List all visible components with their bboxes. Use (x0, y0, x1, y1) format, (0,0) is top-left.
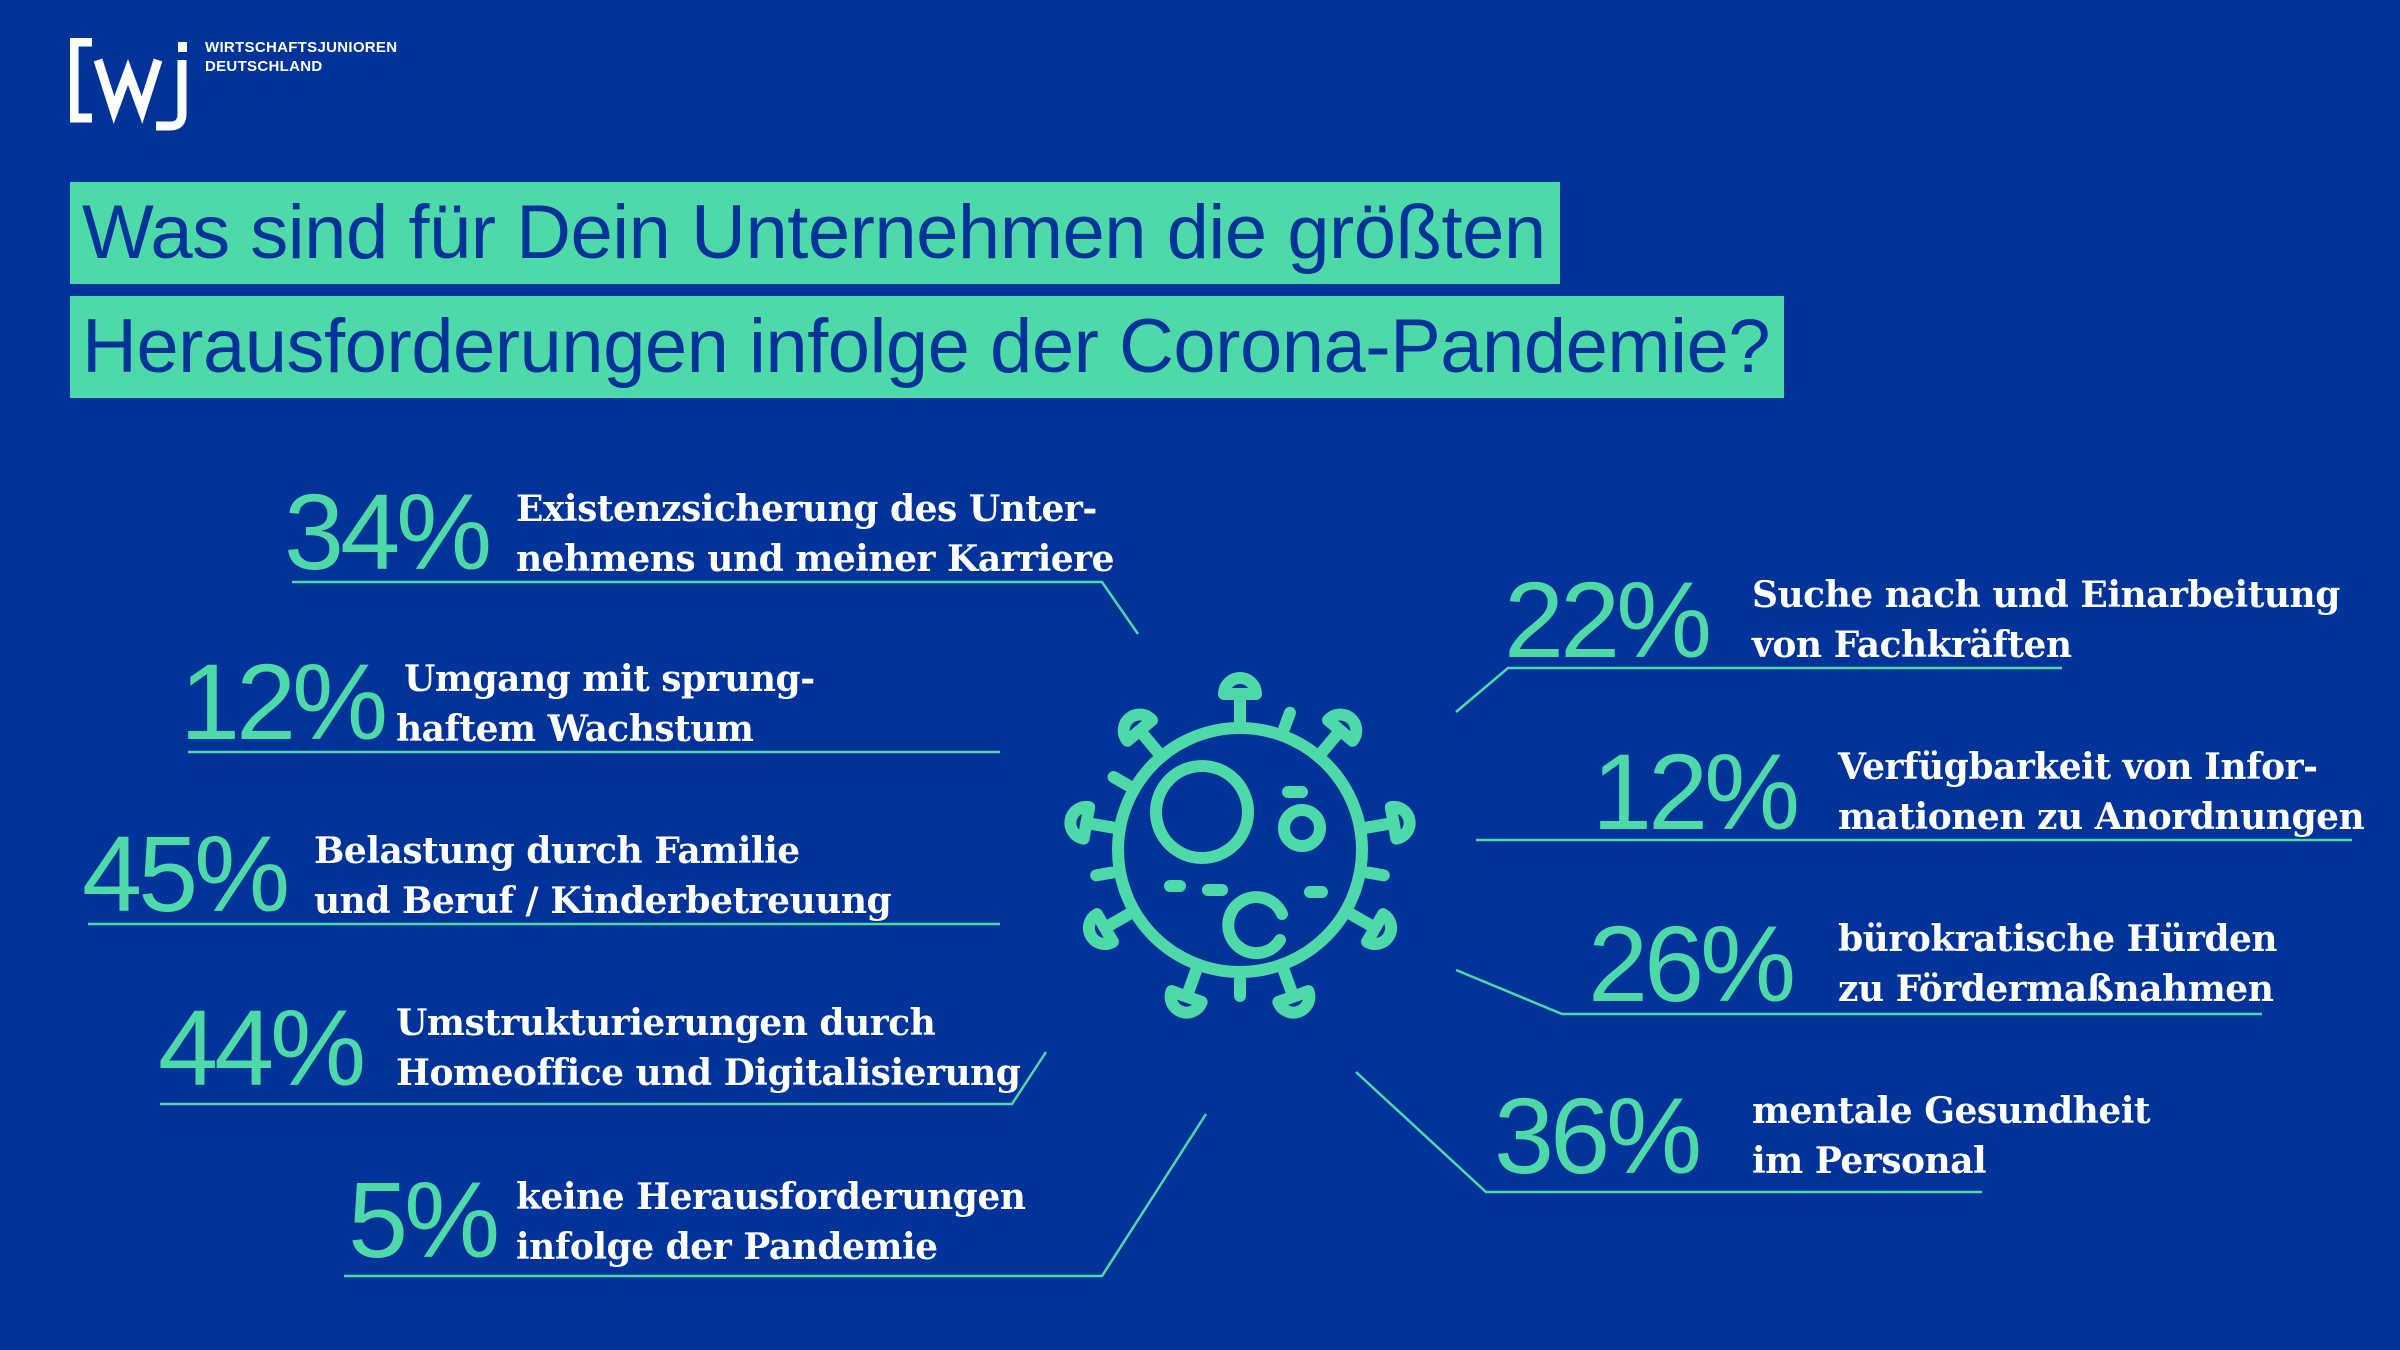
label-item-1-line-1: Existenzsicherung des Unter- (516, 488, 1097, 530)
pct-item-7: 12% (1592, 731, 1800, 852)
label-item-7-line-2: mationen zu Anordnungen (1838, 796, 2365, 838)
pct-item-2: 12% (180, 641, 388, 762)
pct-item-3: 45% (82, 813, 290, 934)
line-item-9 (1355, 1071, 1982, 1194)
label-item-1-line-2: nehmens und meiner Karriere (516, 538, 1115, 580)
logo-text: WIRTSCHAFTSJUNIOREN DEUTSCHLAND (205, 38, 397, 76)
label-item-2-line-1: Umgang mit sprung- (404, 658, 815, 700)
label-item-4-line-2: Homeoffice und Digitalisierung (396, 1052, 1021, 1094)
pct-item-6: 22% (1504, 559, 1712, 680)
label-item-8: bürokratische Hürden zu Fördermaßnahmen (1838, 914, 2278, 1014)
label-item-7: Verfügbarkeit von Infor- mationen zu Ano… (1838, 742, 2365, 842)
pct-item-4: 44% (158, 987, 366, 1108)
label-item-7-line-1: Verfügbarkeit von Infor- (1838, 746, 2318, 788)
pct-item-9: 36% (1494, 1075, 1702, 1196)
label-item-9-line-1: mentale Gesundheit (1752, 1090, 2151, 1132)
label-item-6: Suche nach und Einarbeitung von Fachkräf… (1752, 570, 2340, 670)
logo-line-2: DEUTSCHLAND (205, 58, 323, 75)
line-item-1 (292, 580, 1140, 635)
title-line-1: Was sind für Dein Unternehmen die größte… (70, 182, 1560, 284)
label-item-2-line-2: haftem Wachstum (396, 708, 754, 750)
label-item-8-line-2: zu Fördermaßnahmen (1838, 968, 2274, 1010)
coronavirus-icon (1064, 672, 1416, 1019)
label-item-8-line-1: bürokratische Hürden (1838, 918, 2278, 960)
label-item-1: Existenzsicherung des Unter- nehmens und… (516, 484, 1115, 584)
label-item-4: Umstrukturierungen durch Homeoffice und … (396, 998, 1021, 1098)
pct-item-8: 26% (1588, 903, 1796, 1024)
label-item-4-line-1: Umstrukturierungen durch (396, 1002, 936, 1044)
label-item-9: mentale Gesundheit im Personal (1752, 1086, 2151, 1186)
label-item-5: keine Herausforderungen infolge der Pand… (516, 1172, 1026, 1272)
label-item-5-line-2: infolge der Pandemie (516, 1226, 938, 1268)
title-line-2: Herausforderungen infolge der Corona-Pan… (70, 296, 1785, 398)
logo-line-1: WIRTSCHAFTSJUNIOREN (205, 39, 398, 56)
pct-item-5: 5% (348, 1159, 500, 1280)
wj-logo (70, 38, 187, 131)
line-item-5 (344, 1113, 1208, 1278)
label-item-6-line-1: Suche nach und Einarbeitung (1752, 574, 2340, 616)
line-item-4 (160, 1051, 1048, 1106)
line-item-6 (1455, 666, 2062, 713)
label-item-3-line-1: Belastung durch Familie (314, 830, 800, 872)
line-item-8 (1455, 968, 2262, 1016)
label-item-5-line-1: keine Herausforderungen (516, 1176, 1026, 1218)
pct-item-1: 34% (284, 471, 492, 592)
label-item-3: Belastung durch Familie und Beruf / Kind… (314, 826, 892, 926)
label-item-6-line-2: von Fachkräften (1752, 624, 2072, 666)
label-item-9-line-2: im Personal (1752, 1140, 1987, 1182)
label-item-3-line-2: und Beruf / Kinderbetreuung (314, 880, 892, 922)
page-title: Was sind für Dein Unternehmen die größte… (70, 182, 1785, 410)
label-item-2: Umgang mit sprung- haftem Wachstum (396, 654, 815, 754)
